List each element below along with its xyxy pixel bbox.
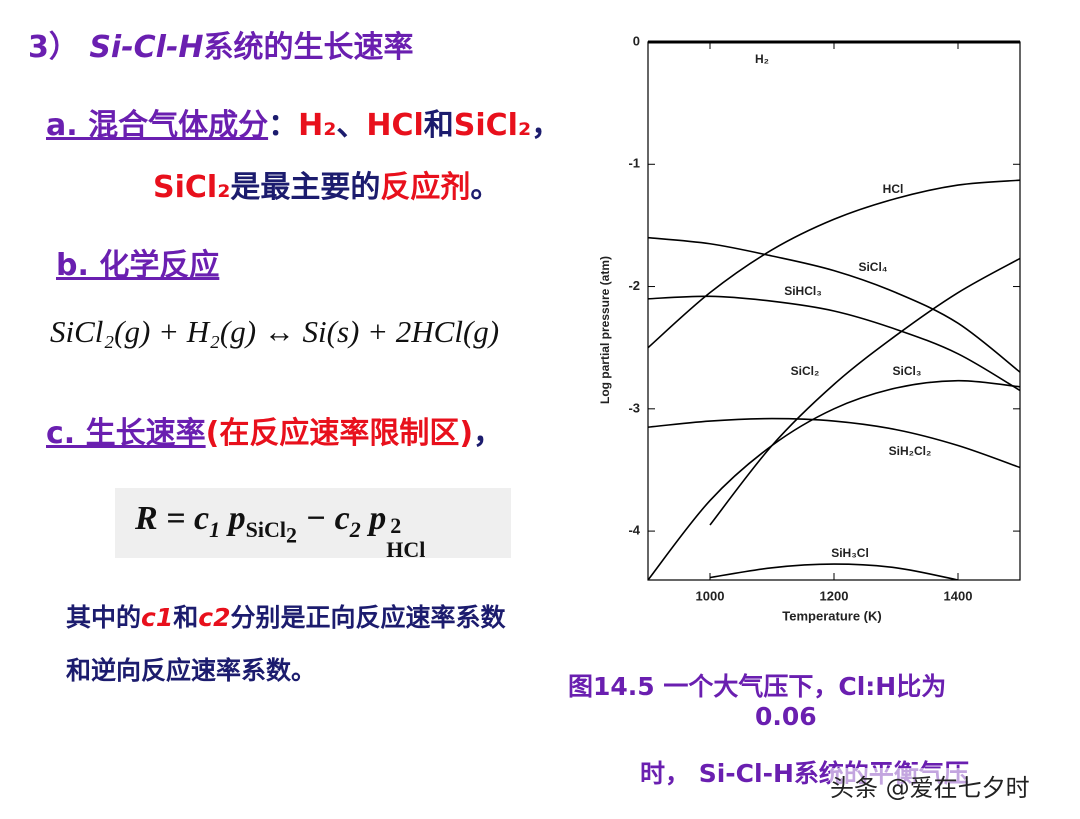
heading-number: 3）: [28, 30, 79, 65]
data-line: [648, 236, 1020, 373]
item-label: b. 化学反应: [56, 248, 220, 283]
y-tick-label: -2: [628, 278, 640, 293]
item-a-line2: SiCl₂是最主要的反应剂。: [153, 162, 500, 206]
formula-box: R = c1 pSiCl2 − c2 p 2 HCl: [115, 488, 511, 562]
text: 是最主要的: [230, 170, 381, 205]
gas: HCl: [366, 108, 424, 143]
data-line: [648, 417, 1020, 469]
x-tick-label: 1200: [820, 588, 849, 603]
x-axis-label: Temperature (K): [782, 608, 881, 623]
formula-part: − c: [297, 500, 350, 537]
punct: ，: [473, 416, 504, 451]
series-label: SiHCl₃: [784, 284, 822, 298]
punct: ：: [268, 108, 299, 143]
text: 和: [423, 108, 454, 143]
item-label: a. 混合气体成分: [46, 108, 269, 143]
y-tick-label: -4: [628, 523, 640, 538]
formula-part: 2: [349, 516, 361, 542]
caption: 0.06: [755, 702, 817, 731]
gas: SiCl₂: [453, 108, 532, 143]
item-a: a. 混合气体成分：H₂、HCl和SiCl₂，: [46, 100, 561, 144]
formula-part: SiCl: [245, 516, 287, 542]
text: 和: [173, 603, 199, 632]
explanation-line: 和逆向反应速率系数。: [66, 656, 317, 685]
series-label: SiH₂Cl₂: [889, 444, 932, 458]
gas: SiCl₂: [153, 170, 231, 205]
series-label: SiH₃Cl: [831, 546, 869, 560]
x-tick-label: 1000: [696, 588, 725, 603]
caption: 图14.5 一个大气压下，Cl:H比为: [568, 672, 947, 701]
formula-part: HCl: [386, 537, 426, 562]
y-tick-label: -3: [628, 400, 640, 415]
punct: ，: [531, 108, 562, 143]
series-label: H₂: [755, 52, 769, 66]
symbol: c1: [141, 603, 174, 632]
watermark: 头条 @爱在七夕时: [830, 768, 1030, 803]
formula-sub: SiCl2: [245, 516, 297, 547]
series-label: HCl: [883, 182, 904, 196]
gas: H₂: [298, 108, 337, 143]
data-line: [648, 379, 1020, 580]
data-line: [709, 257, 1020, 526]
item-c: c. 生长速率(在反应速率限制区)，: [46, 408, 503, 452]
formula-part: p: [220, 500, 246, 537]
formula: R = c1 pSiCl2 − c2 p 2 HCl: [135, 500, 436, 562]
y-tick-label: -1: [628, 156, 640, 171]
series-label: SiCl₃: [893, 364, 922, 378]
formula-part: 2: [390, 513, 402, 538]
series-label: SiCl₄: [858, 260, 887, 274]
heading-text: 系统的生长速率: [203, 30, 414, 65]
y-axis-label: Log partial pressure (atm): [598, 256, 612, 404]
text: 反应剂: [380, 170, 471, 205]
equation: SiCl₂(g) + H₂(g) ↔ Si(s) + 2HCl(g): [50, 314, 500, 349]
note: (在反应速率限制区): [205, 416, 474, 451]
formula-part: R = c: [135, 500, 210, 537]
data-line: [709, 563, 959, 580]
explanation-line: 其中的c1和c2分别是正向反应速率系数: [66, 598, 505, 634]
data-line: [648, 179, 1020, 349]
formula-part: p: [360, 500, 387, 537]
text: 其中的: [66, 603, 142, 632]
punct: 。: [470, 170, 501, 205]
formula-part: 2: [286, 522, 298, 548]
series-label: SiCl₂: [791, 364, 820, 378]
symbol: c2: [198, 603, 231, 632]
data-line: [648, 295, 1020, 392]
x-tick-label: 1400: [944, 588, 973, 603]
heading: 3） Si-Cl-H系统的生长速率: [28, 22, 414, 66]
y-tick-label: 0: [633, 33, 640, 48]
text: 分别是正向反应速率系数: [230, 603, 506, 632]
item-label: c. 生长速率: [46, 416, 206, 451]
punct: 、: [336, 108, 367, 143]
formula-part: 1: [209, 516, 221, 542]
heading-system: Si-Cl-H: [89, 30, 204, 65]
